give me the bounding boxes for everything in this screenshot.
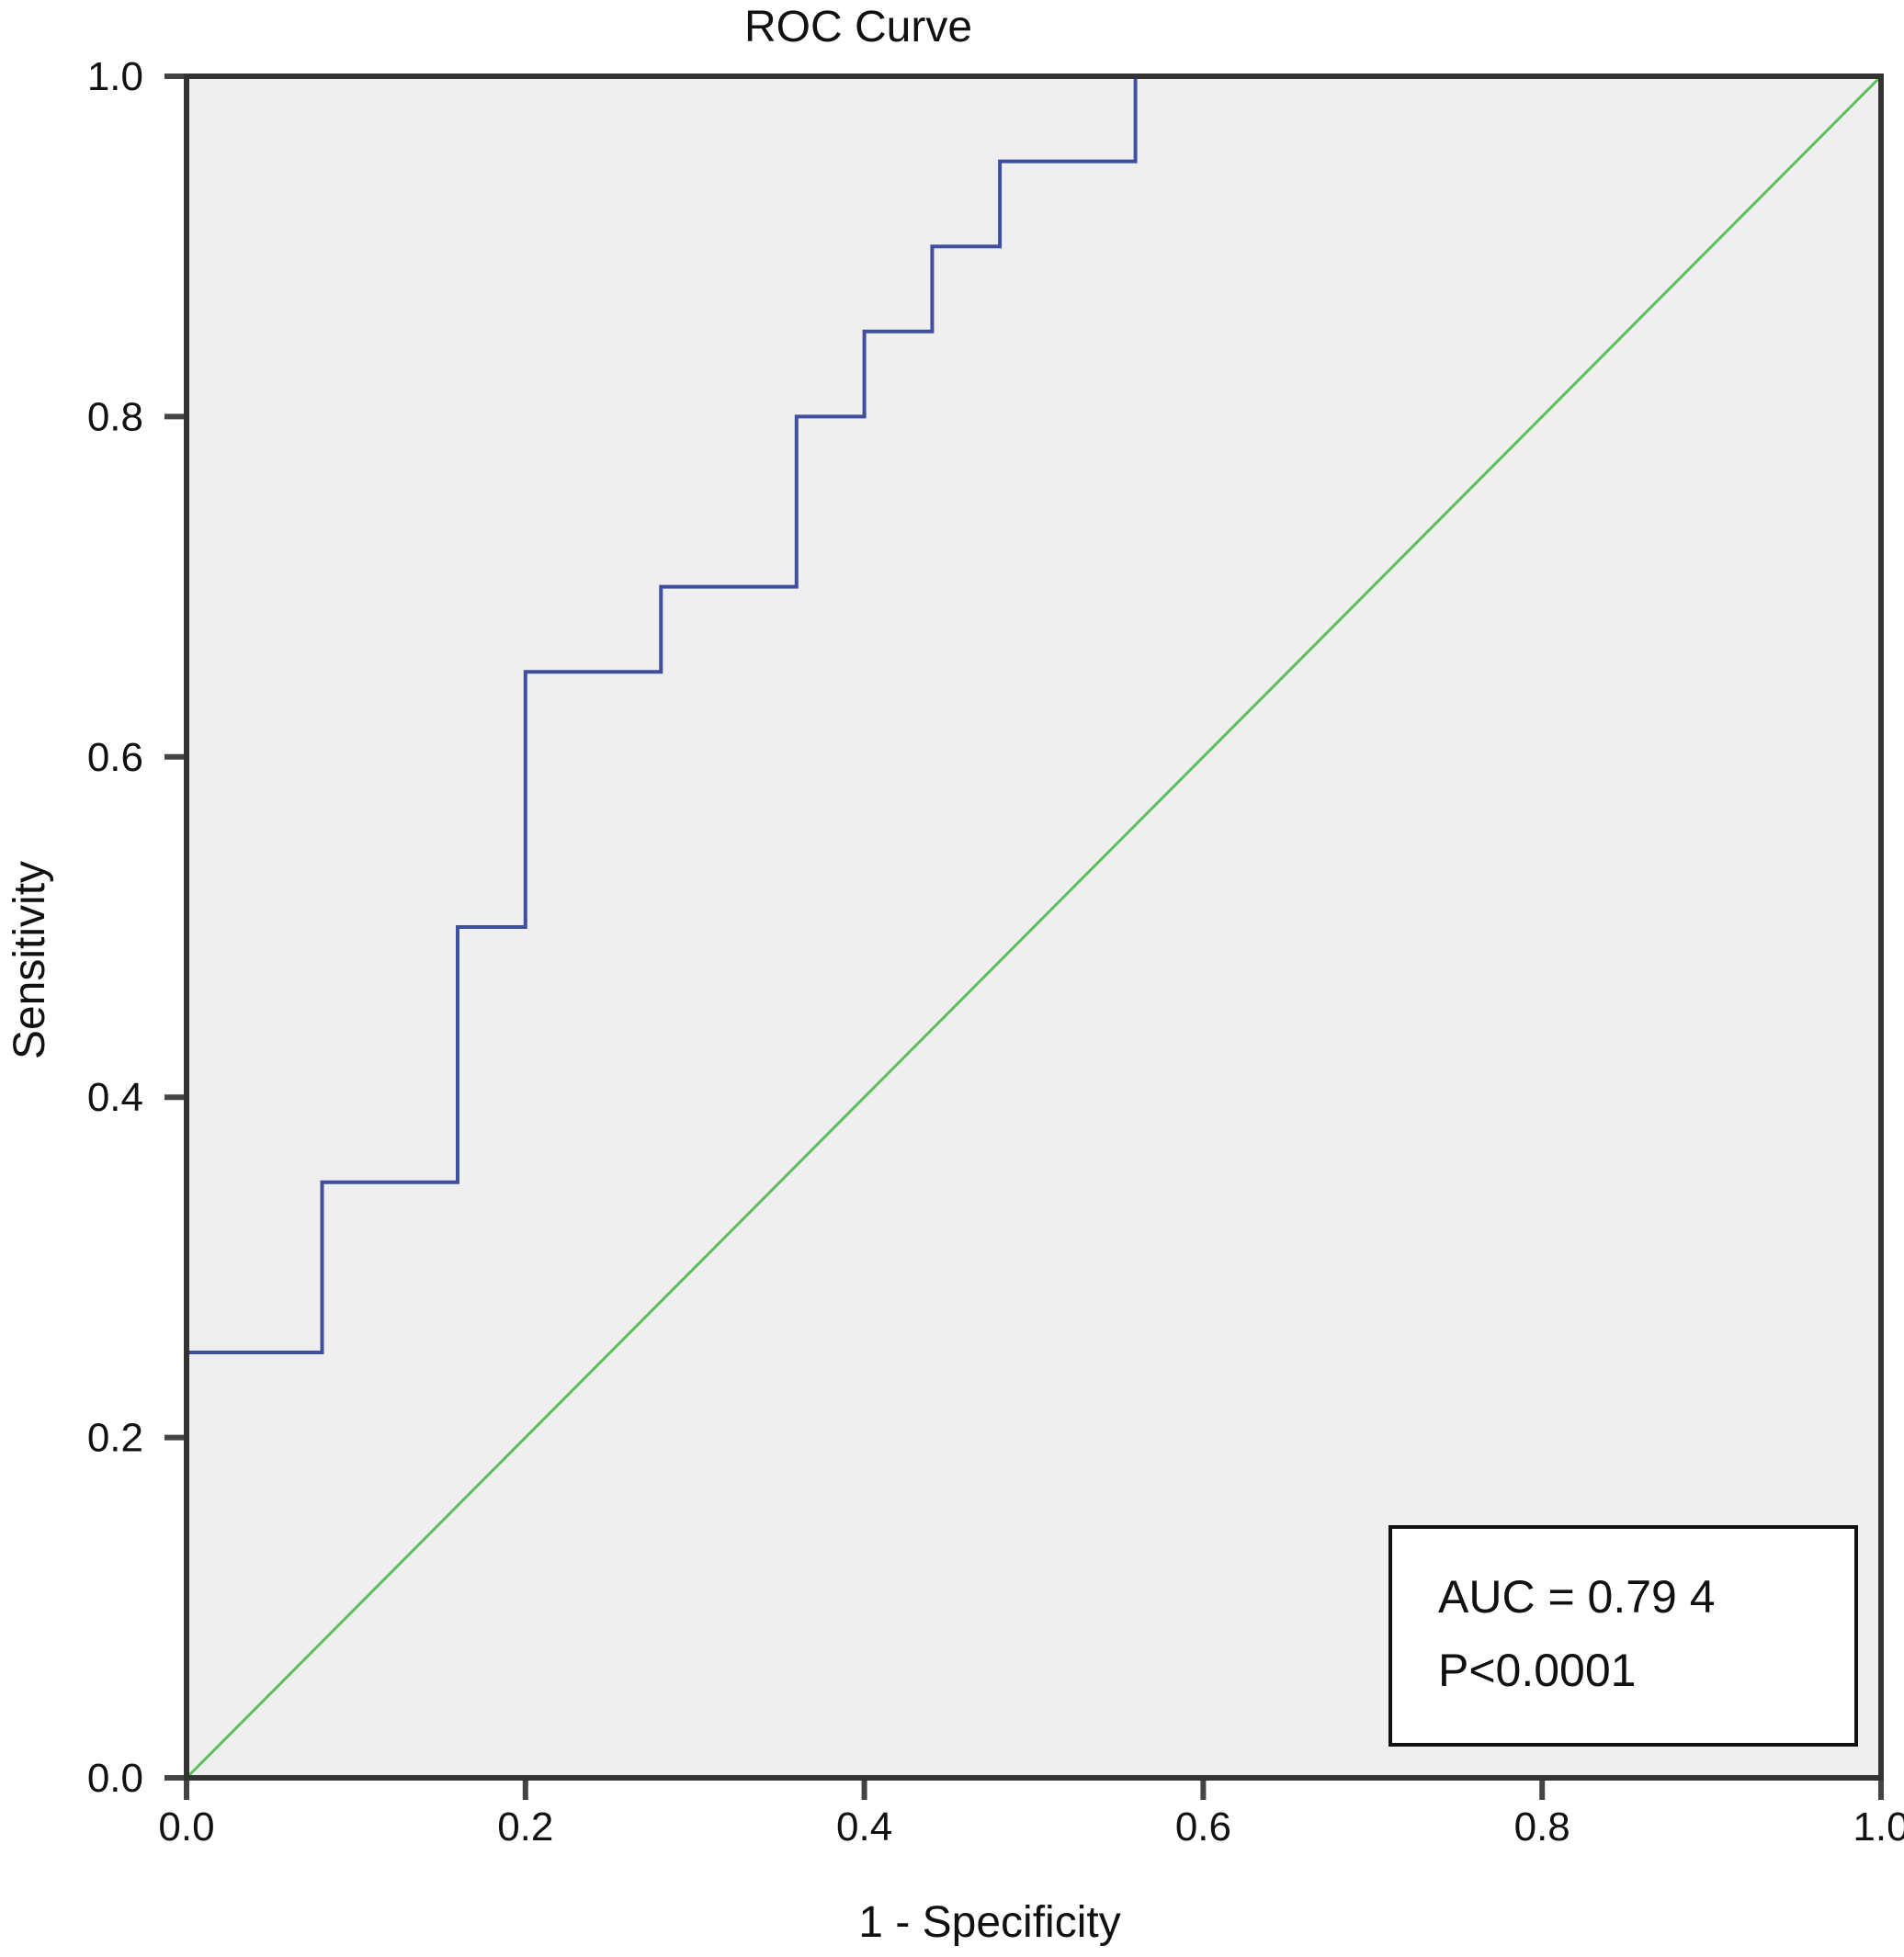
- chart-title: ROC Curve: [744, 3, 972, 51]
- plot-frame: [184, 74, 1884, 1781]
- tick-marks: [164, 74, 1884, 1800]
- y-tick-label-5: 1.0: [87, 54, 143, 99]
- auc-annotation-box: AUC = 0.79 4 P<0.0001: [1388, 1525, 1858, 1747]
- y-tick-label-4: 0.8: [87, 394, 143, 439]
- y-tick-label-2: 0.4: [87, 1075, 143, 1120]
- x-tick-label-5: 1.0: [1853, 1804, 1904, 1850]
- x-axis-title: 1 - Specificity: [858, 1898, 1120, 1947]
- y-tick-label-3: 0.6: [87, 735, 143, 780]
- reference-diagonal-line: [185, 74, 1883, 1780]
- x-axis: 0.0 0.2 0.4 0.6 0.8 1.0: [158, 1804, 1904, 1850]
- x-tick-label-1: 0.2: [497, 1804, 553, 1850]
- x-tick-label-4: 0.8: [1514, 1804, 1570, 1850]
- y-tick-label-0: 0.0: [87, 1756, 143, 1801]
- x-tick-label-3: 0.6: [1175, 1804, 1231, 1850]
- roc-curve-line: [185, 74, 1881, 1778]
- auc-value-label: AUC = 0.79 4: [1438, 1571, 1716, 1623]
- y-tick-label-1: 0.2: [87, 1416, 143, 1461]
- x-tick-label-0: 0.0: [158, 1804, 214, 1850]
- series-layer: [185, 74, 1883, 1780]
- y-axis: 0.0 0.2 0.4 0.6 0.8 1.0: [87, 54, 143, 1801]
- p-value-label: P<0.0001: [1438, 1645, 1636, 1696]
- y-axis-title: Sensitivity: [6, 861, 54, 1059]
- auc-annotation-frame: [1388, 1525, 1858, 1747]
- x-tick-label-2: 0.4: [836, 1804, 892, 1850]
